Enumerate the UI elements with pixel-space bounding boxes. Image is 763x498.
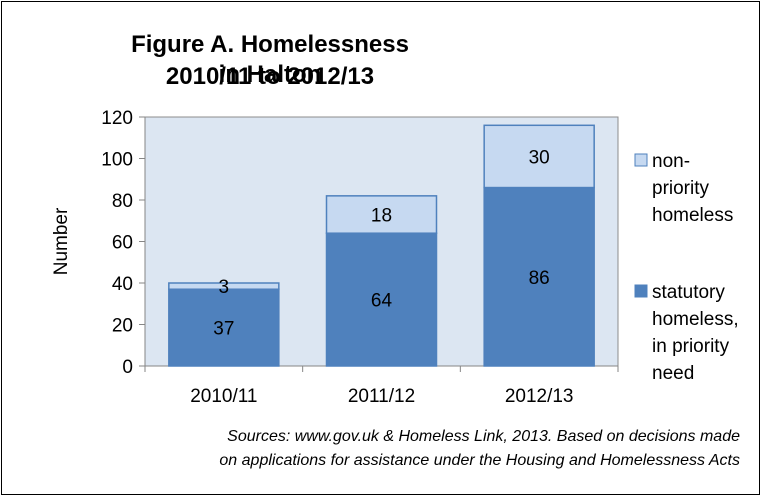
source-note-line-2: on applications for assistance under the…	[219, 452, 740, 469]
chart-title: Figure A. Homelessness in Halton	[131, 31, 409, 88]
bar-segment	[325, 195, 438, 234]
data-label: 86	[529, 268, 550, 289]
legend-swatch	[634, 153, 648, 167]
y-tick-label: 60	[112, 233, 133, 254]
legend-label: statutory	[652, 282, 725, 303]
bar-segment	[168, 282, 280, 290]
legend-label: need	[652, 363, 694, 384]
data-label: 30	[529, 147, 550, 168]
y-tick-label: 100	[101, 150, 133, 171]
data-label: 3	[219, 277, 230, 298]
bar-segment	[168, 288, 280, 367]
bar-segment	[325, 232, 438, 367]
bar-segment	[483, 186, 595, 367]
y-tick-label: 40	[112, 274, 133, 295]
y-tick-label: 0	[122, 357, 133, 378]
legend-label: in priority	[652, 336, 730, 357]
x-tick-label: 2010/11	[190, 386, 257, 407]
y-tick-label: 120	[101, 108, 133, 129]
legend-label: homeless,	[652, 309, 739, 330]
x-tick-label: 2011/12	[348, 386, 415, 407]
chart-subtitle: 2010/11 to 2012/13	[165, 63, 375, 90]
legend-label: non-	[652, 151, 690, 172]
legend-label: homeless	[652, 205, 733, 226]
x-tick-label: 2012/13	[505, 386, 574, 407]
y-tick-label: 20	[112, 316, 133, 337]
data-label: 64	[371, 291, 393, 312]
data-label: 37	[213, 319, 234, 340]
legend-label: priority	[652, 178, 710, 199]
data-label: 18	[371, 206, 392, 227]
source-note-line-1: Sources: www.gov.uk & Homeless Link, 201…	[227, 428, 740, 445]
legend-swatch	[634, 284, 648, 298]
bar-segment	[483, 124, 595, 189]
y-tick-label: 80	[112, 191, 133, 212]
y-axis-label: Number	[51, 207, 72, 275]
